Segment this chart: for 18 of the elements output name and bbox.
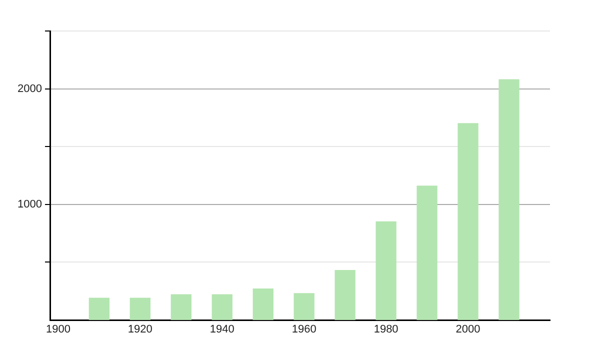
- x-tick-label: 1920: [128, 324, 152, 336]
- bar: [458, 123, 478, 320]
- bar: [252, 288, 274, 320]
- x-tick-label: 1940: [210, 324, 234, 336]
- y-tick-label: 1000: [18, 198, 42, 210]
- bar: [294, 293, 314, 320]
- bar: [416, 186, 438, 320]
- bar: [170, 294, 192, 320]
- bar: [130, 298, 150, 320]
- x-tick-label: 2000: [456, 324, 480, 336]
- bar: [498, 79, 520, 320]
- bar: [88, 298, 110, 320]
- bar: [376, 221, 396, 320]
- x-tick-label: 1960: [292, 324, 316, 336]
- bar: [212, 294, 232, 320]
- x-tick-label: 1900: [46, 324, 70, 336]
- x-tick-label: 1980: [374, 324, 398, 336]
- bar: [334, 270, 356, 320]
